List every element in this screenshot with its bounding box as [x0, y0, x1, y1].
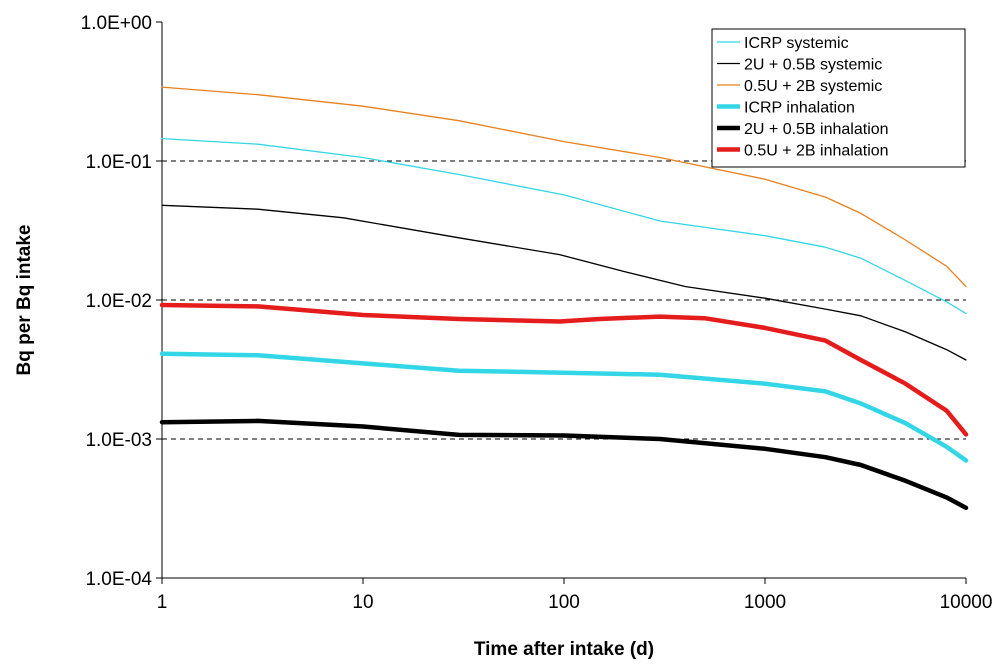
x-tick-label: 1000: [744, 592, 786, 613]
series-line: [161, 86, 967, 288]
legend-box: [711, 28, 966, 168]
legend-label: 2U + 0.5B inhalation: [744, 121, 889, 138]
legend-label: 0.5U + 2B systemic: [744, 78, 882, 95]
y-tick-label: 1.0E+00: [81, 13, 152, 34]
y-tick-label: 1.0E-04: [85, 569, 152, 590]
x-axis-title: Time after intake (d): [474, 639, 654, 660]
series-lines: [159, 86, 969, 511]
legend-label: ICRP systemic: [744, 35, 849, 52]
legend-label: 0.5U + 2B inhalation: [744, 143, 889, 160]
legend: ICRP systemic 2U + 0.5B systemic 0.5U + 2B…: [711, 28, 966, 168]
y-tick-label: 1.0E-03: [85, 430, 152, 451]
x-tick-label: 10: [352, 592, 373, 613]
y-tick-label: 1.0E-02: [85, 291, 152, 312]
ticks: 1.0E-04 1.0E-03 1.0E-02 1.0E-01 1.0E+00 1 10 10…: [81, 13, 993, 613]
x-tick-label: 10000: [940, 592, 993, 613]
legend-label: ICRP inhalation: [744, 100, 855, 117]
x-tick-label: 1: [157, 592, 168, 613]
series-line: [159, 418, 969, 511]
series-line: [159, 351, 969, 463]
y-tick-label: 1.0E-01: [85, 152, 152, 173]
series-line: [161, 204, 967, 361]
x-tick-label: 100: [548, 592, 580, 613]
legend-label: 2U + 0.5B systemic: [744, 57, 882, 74]
series-line: [159, 302, 969, 437]
y-axis-title: Bq per Bq intake: [14, 225, 35, 376]
series-line: [161, 137, 967, 315]
